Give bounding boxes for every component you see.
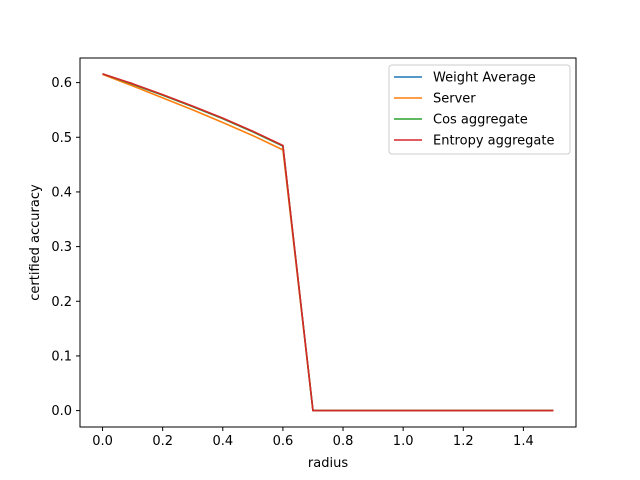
y-tick-label: 0.2 <box>51 295 72 310</box>
legend-box <box>388 64 571 155</box>
x-tick-label: 1.4 <box>513 434 534 449</box>
x-tick-label: 0.6 <box>273 434 294 449</box>
legend-label: Cos aggregate <box>433 113 528 128</box>
series-line-3 <box>102 73 554 412</box>
legend-label: Entropy aggregate <box>433 134 554 149</box>
x-tick-label: 1.2 <box>453 434 474 449</box>
x-tick-label: 1.0 <box>393 434 414 449</box>
plot-lines <box>102 73 554 412</box>
x-tick-label: 0.8 <box>333 434 354 449</box>
x-axis-ticks: 0.0 0.2 0.4 0.6 0.8 1.0 1.2 1.4 <box>92 427 534 449</box>
y-axis-label: certified accuracy <box>28 184 43 301</box>
y-axis-ticks: 0.0 0.1 0.2 0.3 0.4 0.5 0.6 <box>51 76 80 419</box>
x-tick-label: 0.0 <box>92 434 113 449</box>
y-tick-label: 0.4 <box>51 185 72 200</box>
x-tick-label: 0.4 <box>212 434 233 449</box>
y-tick-label: 0.5 <box>51 131 72 146</box>
y-tick-label: 0.1 <box>51 349 72 364</box>
y-tick-label: 0.0 <box>51 404 72 419</box>
y-tick-label: 0.3 <box>51 240 72 255</box>
plot-frame <box>79 57 577 428</box>
legend-label: Weight Average <box>433 71 536 86</box>
y-tick-label: 0.6 <box>51 76 72 91</box>
legend-label: Server <box>433 92 476 107</box>
legend: Weight Average Server Cos aggregate Entropy… <box>388 64 571 155</box>
x-tick-label: 0.2 <box>152 434 173 449</box>
x-axis-label: radius <box>308 456 348 471</box>
